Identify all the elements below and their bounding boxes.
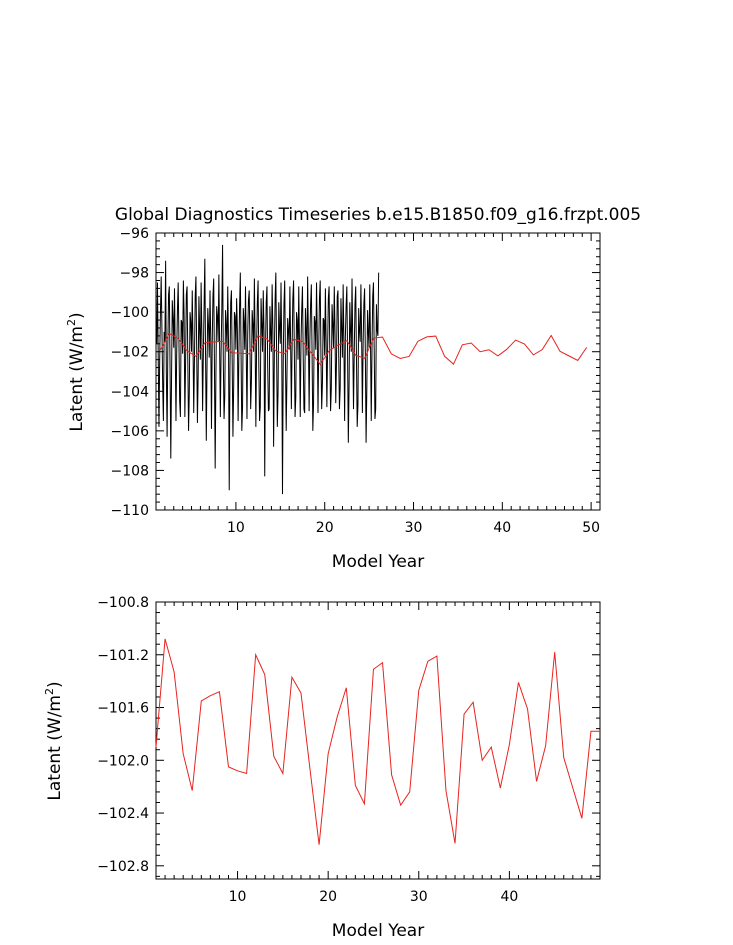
chart-title: Global Diagnostics Timeseries b.e15.B185… xyxy=(115,205,641,225)
top-x-axis-label: Model Year xyxy=(332,552,424,572)
top-y-tick-label: −96 xyxy=(119,226,149,242)
top-x-tick-label: 10 xyxy=(227,520,245,536)
top-x-tick-label: 50 xyxy=(582,520,600,536)
top-y-axis-label-sup: 2 xyxy=(65,319,78,326)
top-series-line-annual xyxy=(160,332,588,366)
top-x-tick-label: 20 xyxy=(316,520,334,536)
bottom-x-tick-labels: 10 20 30 40 xyxy=(229,889,519,905)
top-y-tick-label: −108 xyxy=(111,463,149,479)
bottom-plot-frame xyxy=(155,601,601,880)
top-x-tick-label: 40 xyxy=(493,520,511,536)
top-ticks xyxy=(155,232,601,511)
bottom-series-line-annual xyxy=(155,638,600,845)
bottom-y-tick-label: −101.2 xyxy=(97,648,149,664)
top-y-tick-label: −104 xyxy=(111,384,150,400)
bottom-y-tick-label: −102.0 xyxy=(97,753,149,769)
top-y-tick-label: −102 xyxy=(111,345,149,361)
top-y-tick-label: −98 xyxy=(119,266,149,282)
bottom-x-tick-label: 30 xyxy=(410,889,428,905)
bottom-y-axis-label-main: Latent (W/m xyxy=(45,695,65,801)
bottom-y-tick-label: −101.6 xyxy=(97,701,149,717)
bottom-x-tick-label: 20 xyxy=(319,889,337,905)
bottom-y-tick-label: −102.4 xyxy=(97,806,149,822)
bottom-y-tick-label: −100.8 xyxy=(97,595,149,611)
top-y-axis-label-main: Latent (W/m xyxy=(67,326,87,432)
top-y-axis-label-close: ) xyxy=(67,312,87,319)
top-x-tick-labels: 10 20 30 40 50 xyxy=(227,520,600,536)
top-x-tick-label: 30 xyxy=(405,520,423,536)
top-y-tick-label: −100 xyxy=(111,305,149,321)
top-y-tick-label: −110 xyxy=(111,503,149,519)
bottom-chart: 10 20 30 40 −102.8−102.4−102.0−101.6−101.2−… xyxy=(43,595,601,941)
top-y-tick-label: −106 xyxy=(111,424,150,440)
top-y-tick-labels: −110 −108 −106 −104 −102 −100 −98 −96 xyxy=(111,226,150,519)
bottom-y-axis-label: Latent (W/m2) xyxy=(43,681,65,800)
bottom-y-tick-label: −102.8 xyxy=(97,859,149,875)
top-y-axis-label: Latent (W/m2) xyxy=(65,312,87,431)
bottom-y-axis-label-close: ) xyxy=(45,681,65,688)
top-chart: Global Diagnostics Timeseries b.e15.B185… xyxy=(65,205,641,572)
bottom-y-axis-label-sup: 2 xyxy=(43,688,56,695)
top-series-group xyxy=(155,244,588,495)
bottom-x-axis-label: Model Year xyxy=(332,921,424,941)
bottom-ticks xyxy=(155,601,601,879)
bottom-series-group xyxy=(155,638,600,845)
bottom-y-tick-labels: −102.8 −102.4 −102.0 −101.6 −101.2 −100.8 xyxy=(97,595,149,875)
bottom-x-tick-label: 10 xyxy=(229,889,247,905)
top-series-line-monthly xyxy=(155,244,380,495)
bottom-x-tick-label: 40 xyxy=(500,889,518,905)
